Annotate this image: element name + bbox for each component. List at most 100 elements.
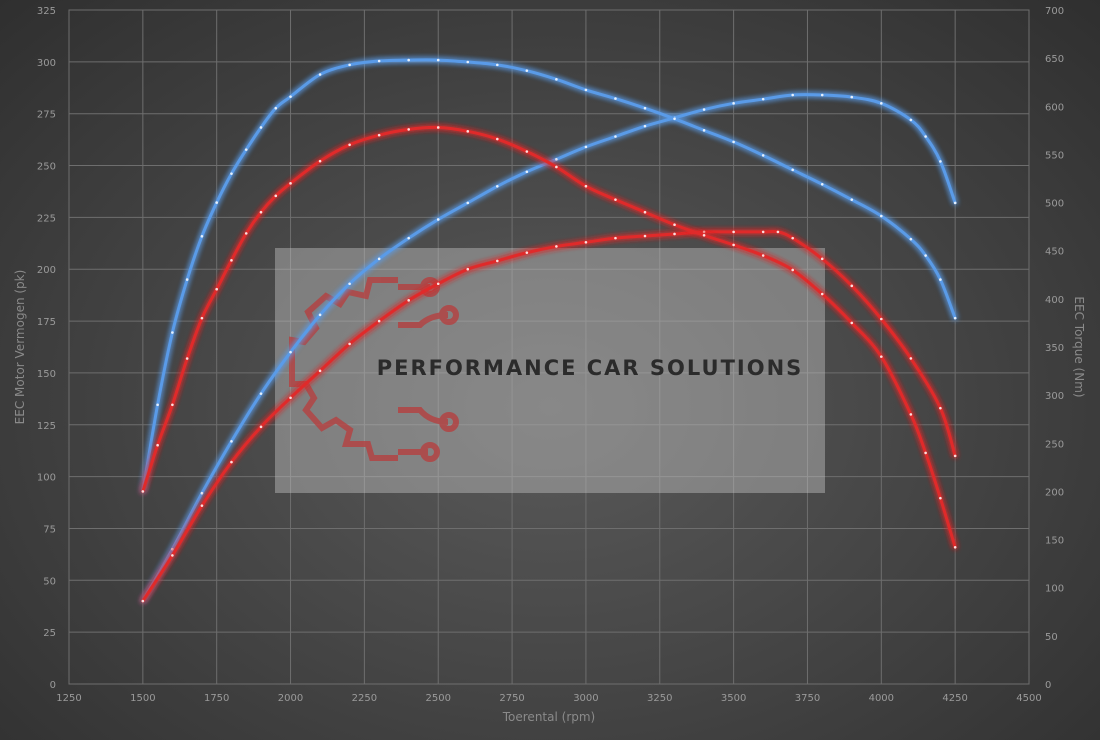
data-point xyxy=(791,93,794,97)
data-point xyxy=(289,182,292,185)
y-tick-label-left: 100 xyxy=(37,473,56,484)
data-point xyxy=(880,355,883,358)
data-point xyxy=(776,230,780,234)
data-point xyxy=(953,454,957,458)
data-point xyxy=(584,240,588,244)
y-axis-title-left: EEC Motor Vermogen (pk) xyxy=(13,270,27,425)
data-point xyxy=(909,413,913,416)
data-point xyxy=(466,201,470,205)
data-point xyxy=(702,108,706,111)
data-point xyxy=(909,357,913,360)
data-point xyxy=(496,63,499,67)
y-tick-label-right: 650 xyxy=(1045,54,1064,65)
data-point xyxy=(259,210,263,214)
data-point xyxy=(850,321,854,325)
data-point xyxy=(909,237,913,241)
data-point xyxy=(820,292,824,296)
series-line xyxy=(141,93,957,603)
data-point xyxy=(525,251,529,254)
data-point xyxy=(924,254,927,257)
data-point xyxy=(318,369,322,373)
data-point xyxy=(215,287,218,291)
data-point xyxy=(939,406,942,410)
data-point xyxy=(200,491,204,495)
x-axis-title: Toerental (rpm) xyxy=(502,710,595,724)
y-tick-label-right: 600 xyxy=(1045,102,1064,113)
data-point xyxy=(791,168,794,172)
data-point xyxy=(348,282,351,286)
data-point xyxy=(200,504,204,507)
data-point xyxy=(407,128,410,131)
x-tick-label: 4500 xyxy=(1016,693,1041,704)
data-point xyxy=(850,95,854,99)
data-point xyxy=(880,317,883,321)
data-point xyxy=(436,126,440,129)
data-point xyxy=(171,547,174,551)
tick-labels: 1250 1500 1750 2000 2250 2500 2750 3000 3250 3500… xyxy=(37,6,1064,704)
data-point xyxy=(555,158,558,161)
data-point xyxy=(761,97,765,101)
series-2 xyxy=(141,229,957,603)
data-point xyxy=(466,130,470,133)
data-point xyxy=(673,232,676,236)
data-point xyxy=(924,135,927,138)
data-point xyxy=(614,135,617,138)
data-point xyxy=(496,184,499,188)
data-point xyxy=(939,496,942,500)
watermark: PERFORMANCE CAR SOLUTIONS xyxy=(275,248,825,493)
data-point xyxy=(215,201,218,204)
x-tick-label: 3750 xyxy=(795,693,820,704)
data-point xyxy=(673,117,676,121)
data-point xyxy=(171,331,174,334)
y-tick-label-left: 125 xyxy=(37,421,56,432)
data-point xyxy=(466,60,470,64)
data-point xyxy=(614,198,617,201)
data-point xyxy=(377,257,381,261)
data-point xyxy=(407,299,410,302)
data-point xyxy=(880,214,883,218)
data-point xyxy=(924,451,927,455)
data-point xyxy=(348,63,351,67)
y-tick-label-left: 325 xyxy=(37,6,56,17)
data-point xyxy=(185,278,189,281)
data-point xyxy=(791,236,794,240)
data-point xyxy=(953,201,957,205)
data-point xyxy=(614,236,617,240)
data-point xyxy=(259,392,263,395)
x-tick-label: 2500 xyxy=(426,693,451,704)
data-point xyxy=(850,284,854,288)
grid-lines xyxy=(68,9,1030,685)
data-point xyxy=(259,425,263,429)
data-point xyxy=(185,357,189,360)
y-tick-label-right: 500 xyxy=(1045,199,1064,210)
data-point xyxy=(289,95,292,98)
series-line xyxy=(141,229,957,603)
data-point xyxy=(555,245,558,248)
y-tick-label-left: 25 xyxy=(43,628,56,639)
data-point xyxy=(436,58,440,62)
data-point xyxy=(555,78,558,81)
data-point xyxy=(525,69,529,72)
y-tick-label-left: 175 xyxy=(37,317,56,328)
data-point xyxy=(289,350,292,354)
data-point xyxy=(466,267,470,271)
data-point xyxy=(909,118,913,122)
data-point xyxy=(702,234,706,237)
y-axis-title-right: EEC Torque (Nm) xyxy=(1072,296,1086,397)
y-tick-label-right: 150 xyxy=(1045,536,1064,547)
x-tick-label: 1750 xyxy=(204,693,229,704)
data-point xyxy=(200,234,204,238)
data-point xyxy=(348,143,351,147)
data-point xyxy=(761,230,765,234)
data-point xyxy=(702,129,706,132)
data-point xyxy=(820,182,824,186)
data-point xyxy=(525,150,529,153)
y-tick-label-right: 550 xyxy=(1045,150,1064,161)
data-point xyxy=(244,232,248,235)
data-point xyxy=(436,218,440,221)
data-point xyxy=(141,490,145,493)
y-tick-label-left: 0 xyxy=(50,680,56,691)
x-tick-label: 3000 xyxy=(573,693,598,704)
y-tick-label-left: 275 xyxy=(37,110,56,121)
